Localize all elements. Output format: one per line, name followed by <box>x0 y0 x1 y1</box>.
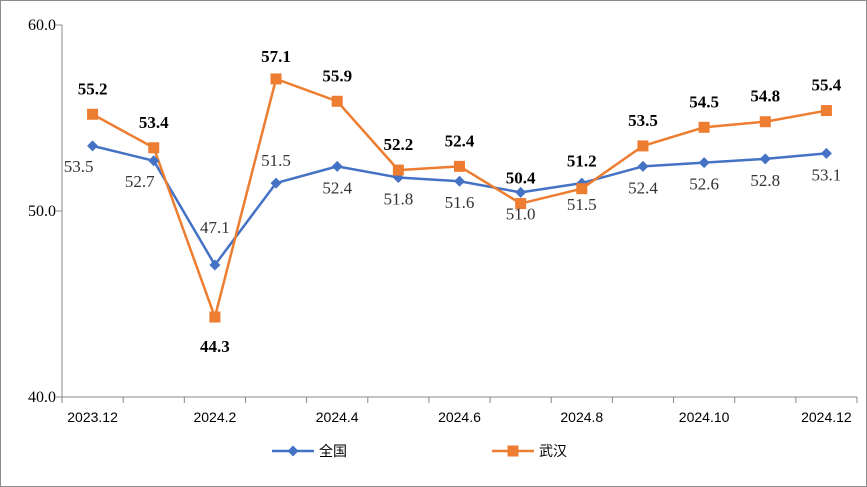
data-label: 47.1 <box>200 218 230 237</box>
data-label: 53.4 <box>139 113 169 132</box>
y-tick-label: 50.0 <box>28 203 56 220</box>
data-point <box>454 175 465 187</box>
data-point <box>331 160 343 172</box>
data-label: 51.6 <box>445 193 475 212</box>
data-point <box>576 183 588 195</box>
data-label: 51.2 <box>567 152 597 171</box>
data-point <box>148 155 160 167</box>
y-tick-label: 40.0 <box>28 389 56 406</box>
data-label: 53.1 <box>812 165 842 184</box>
data-label: 52.4 <box>322 178 352 197</box>
data-label: 55.4 <box>812 76 842 95</box>
data-point <box>209 311 221 323</box>
data-label: 52.8 <box>750 171 780 190</box>
data-label: 52.2 <box>383 135 413 154</box>
data-point <box>331 95 343 107</box>
data-point <box>87 108 99 120</box>
data-point <box>148 142 160 154</box>
data-point <box>820 147 832 159</box>
data-point <box>698 157 710 169</box>
legend-marker <box>287 445 299 457</box>
data-label: 51.5 <box>261 151 291 170</box>
data-label: 57.1 <box>261 47 291 66</box>
data-label: 53.5 <box>64 157 94 176</box>
data-point <box>270 73 282 85</box>
legend-label: 武汉 <box>539 444 567 460</box>
data-label: 50.4 <box>506 169 536 188</box>
data-label: 54.8 <box>750 87 780 106</box>
data-label: 55.2 <box>78 79 108 98</box>
x-tick-label: 2024.4 <box>316 409 359 425</box>
data-point <box>759 116 771 128</box>
data-point <box>87 140 99 152</box>
x-tick-label: 2024.2 <box>193 409 236 425</box>
data-label: 51.0 <box>506 204 536 223</box>
x-tick-label: 2024.10 <box>679 409 730 425</box>
data-point <box>209 259 221 271</box>
data-label: 52.7 <box>125 172 155 191</box>
data-label: 52.6 <box>689 175 719 194</box>
data-label: 51.8 <box>383 190 413 209</box>
y-tick-label: 60.0 <box>28 17 56 34</box>
x-tick-label: 2023.12 <box>67 409 118 425</box>
data-point <box>270 177 282 189</box>
data-point <box>759 153 771 165</box>
legend-marker <box>507 445 519 457</box>
data-label: 52.4 <box>445 131 475 150</box>
data-point <box>515 186 527 198</box>
data-label: 54.5 <box>689 92 719 111</box>
data-point <box>698 121 710 133</box>
data-point <box>637 140 649 152</box>
data-label: 51.5 <box>567 195 597 214</box>
data-point <box>820 105 832 117</box>
x-tick-label: 2024.6 <box>438 409 481 425</box>
data-label: 44.3 <box>200 337 230 356</box>
x-tick-label: 2024.12 <box>801 409 852 425</box>
data-point <box>454 160 465 172</box>
x-tick-label: 2024.8 <box>560 409 603 425</box>
data-label: 55.9 <box>322 66 352 85</box>
legend-label: 全国 <box>319 443 347 460</box>
data-point <box>392 164 404 176</box>
data-point <box>515 198 527 210</box>
data-label: 53.5 <box>628 111 658 130</box>
data-point <box>637 160 649 172</box>
data-label: 52.4 <box>628 178 658 197</box>
